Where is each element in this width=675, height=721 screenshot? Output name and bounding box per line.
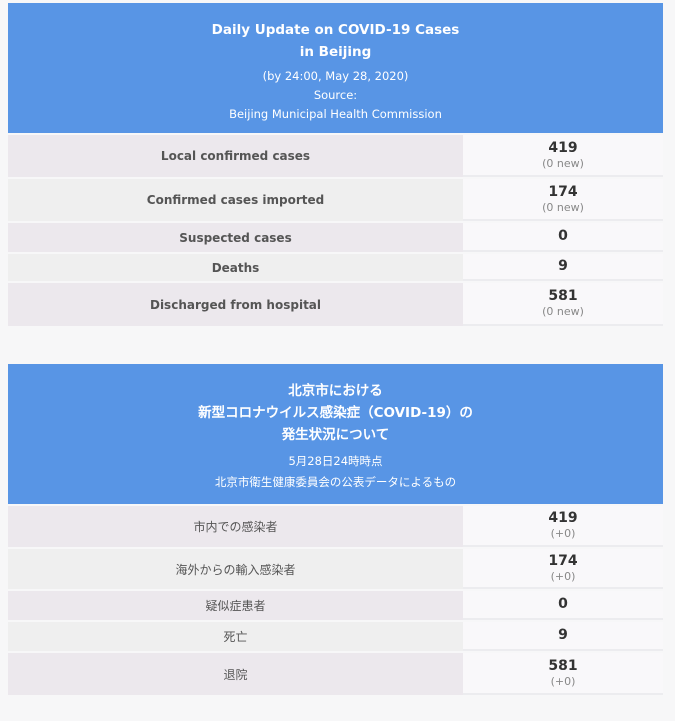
japanese-title-line1: 北京市における <box>288 383 383 399</box>
row-label: 疑似症患者 <box>8 591 463 620</box>
row-new: (0 new) <box>542 156 584 170</box>
table-row: 死亡 9 <box>8 622 663 651</box>
table-row: Local confirmed cases 419 (0 new) <box>8 135 663 177</box>
row-label: 海外からの輸入感染者 <box>8 549 463 589</box>
table-row: Deaths 9 <box>8 254 663 281</box>
japanese-header: 北京市における 新型コロナウイルス感染症（COVID-19）の 発生状況について… <box>8 364 663 504</box>
english-date: (by 24:00, May 28, 2020) <box>262 69 409 83</box>
table-row: 疑似症患者 0 <box>8 591 663 620</box>
english-stats-table: Local confirmed cases 419 (0 new) Confirme… <box>8 133 663 328</box>
row-value: 0 <box>558 596 568 612</box>
row-value: 9 <box>558 258 568 274</box>
table-row: 海外からの輸入感染者 174 (+0) <box>8 549 663 589</box>
row-new: (0 new) <box>542 200 584 214</box>
row-value: 581 <box>548 657 578 674</box>
row-value: 419 <box>548 510 578 526</box>
row-label: Suspected cases <box>8 223 463 252</box>
japanese-title-line3: 発生状況について <box>281 427 390 443</box>
row-value: 419 <box>548 139 578 156</box>
table-row: Suspected cases 0 <box>8 223 663 252</box>
japanese-title-line2: 新型コロナウイルス感染症（COVID-19）の <box>198 405 473 421</box>
english-header: Daily Update on COVID-19 Cases in Beijin… <box>8 3 663 133</box>
row-new: (+0) <box>550 527 576 540</box>
row-new: (+0) <box>550 569 576 583</box>
row-label: 退院 <box>8 653 463 695</box>
row-value: 174 <box>548 552 578 569</box>
japanese-update-card: 北京市における 新型コロナウイルス感染症（COVID-19）の 発生状況について… <box>8 364 663 697</box>
row-value: 174 <box>548 183 578 200</box>
row-label: Deaths <box>8 254 463 281</box>
row-label: Local confirmed cases <box>8 135 463 177</box>
japanese-source: 北京市衛生健康委員会の公表データによるもの <box>214 475 457 489</box>
english-title-line2: in Beijing <box>299 44 372 60</box>
english-update-card: Daily Update on COVID-19 Cases in Beijin… <box>8 3 663 328</box>
table-row: 退院 581 (+0) <box>8 653 663 695</box>
row-value: 9 <box>558 627 568 643</box>
english-source-label: Source: <box>313 88 358 102</box>
table-row: Discharged from hospital 581 (0 new) <box>8 283 663 326</box>
japanese-date: 5月28日24時時点 <box>288 454 383 468</box>
row-new: (0 new) <box>542 305 584 318</box>
row-value: 0 <box>558 228 568 244</box>
row-label: 市内での感染者 <box>8 506 463 547</box>
row-new: (+0) <box>550 674 576 688</box>
row-label: 死亡 <box>8 622 463 651</box>
english-source: Beijing Municipal Health Commission <box>229 107 442 121</box>
table-row: 市内での感染者 419 (+0) <box>8 506 663 547</box>
table-row: Confirmed cases imported 174 (0 new) <box>8 179 663 221</box>
japanese-stats-table: 市内での感染者 419 (+0) 海外からの輸入感染者 174 (+0) 疑似症患者 0 … <box>8 504 663 697</box>
row-value: 581 <box>548 288 578 304</box>
row-label: Discharged from hospital <box>8 283 463 326</box>
row-label: Confirmed cases imported <box>8 179 463 221</box>
english-title-line1: Daily Update on COVID-19 Cases <box>211 22 460 38</box>
